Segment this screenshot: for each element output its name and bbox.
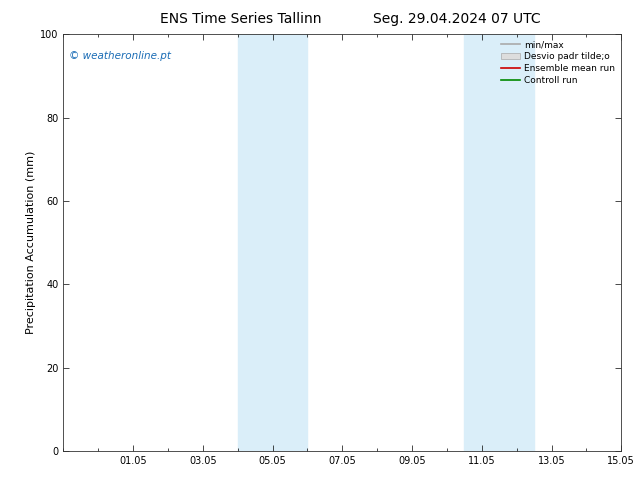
Y-axis label: Precipitation Accumulation (mm): Precipitation Accumulation (mm) bbox=[26, 151, 36, 334]
Bar bbox=[255, 34, 307, 451]
Bar bbox=[238, 34, 255, 451]
Bar bbox=[464, 34, 482, 451]
Text: Seg. 29.04.2024 07 UTC: Seg. 29.04.2024 07 UTC bbox=[373, 12, 540, 26]
Bar bbox=[482, 34, 534, 451]
Text: © weatheronline.pt: © weatheronline.pt bbox=[69, 51, 171, 61]
Text: ENS Time Series Tallinn: ENS Time Series Tallinn bbox=[160, 12, 321, 26]
Legend: min/max, Desvio padr tilde;o, Ensemble mean run, Controll run: min/max, Desvio padr tilde;o, Ensemble m… bbox=[497, 37, 619, 88]
